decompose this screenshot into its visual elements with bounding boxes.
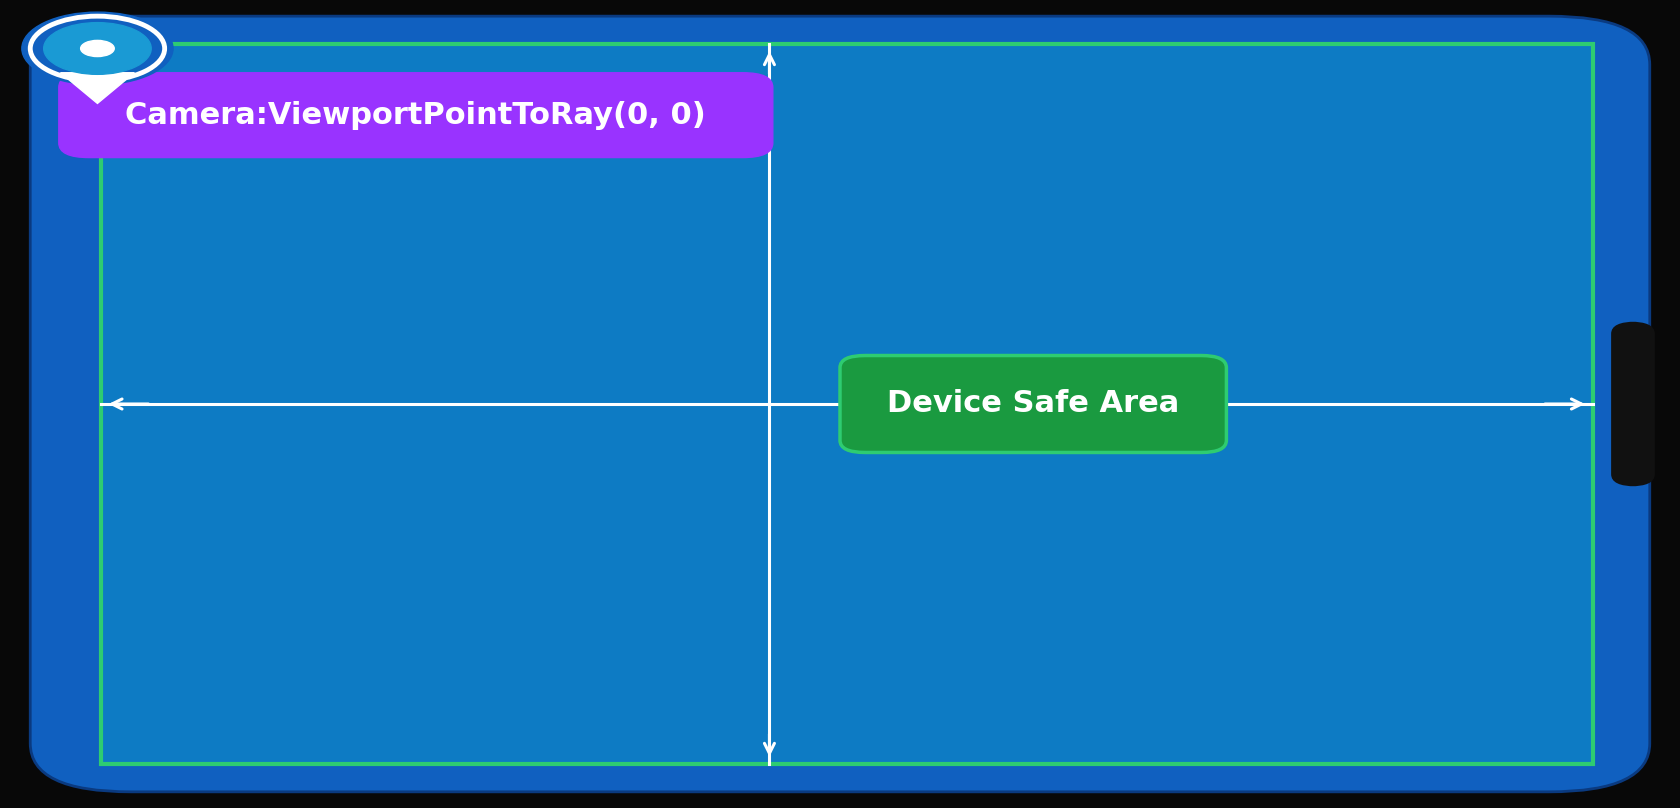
Text: Device Safe Area: Device Safe Area: [887, 389, 1179, 419]
FancyBboxPatch shape: [30, 16, 1650, 792]
FancyBboxPatch shape: [101, 44, 1593, 764]
Polygon shape: [60, 73, 134, 103]
Circle shape: [44, 23, 151, 74]
FancyBboxPatch shape: [59, 73, 773, 158]
Circle shape: [22, 12, 173, 85]
Circle shape: [81, 40, 114, 57]
Text: Camera:ViewportPointToRay(0, 0): Camera:ViewportPointToRay(0, 0): [126, 101, 706, 129]
FancyBboxPatch shape: [1611, 322, 1655, 486]
FancyBboxPatch shape: [840, 356, 1226, 452]
